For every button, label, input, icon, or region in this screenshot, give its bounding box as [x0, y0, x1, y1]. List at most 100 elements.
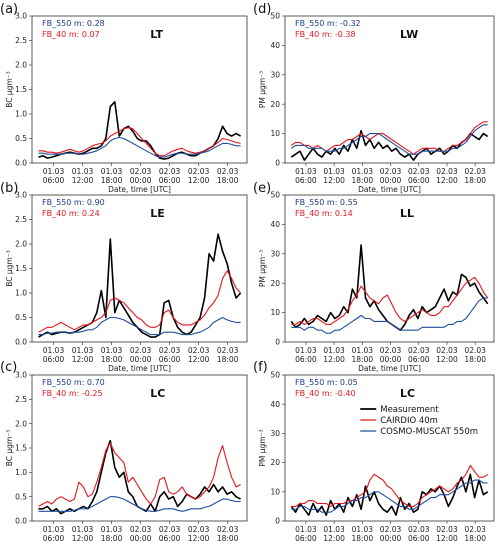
series-line-cairdio-40m — [291, 276, 489, 325]
x-tick-label-date: 02.03 — [380, 346, 402, 355]
panel-label: (f) — [253, 360, 268, 375]
panel-label: (b) — [0, 181, 18, 196]
x-tick-label-date: 01.03 — [43, 346, 65, 355]
y-tick-label: 1.0 — [15, 289, 27, 298]
series-line-cairdio-40m — [38, 127, 241, 157]
x-tick-label-date: 01.03 — [101, 525, 123, 534]
x-tick-label-date: 02.03 — [380, 525, 402, 534]
x-tick-label-time: 00:00 — [380, 534, 402, 541]
x-tick-label-date: 02.03 — [217, 167, 239, 176]
x-tick-label-date: 02.03 — [408, 525, 430, 534]
y-tick-label: 30 — [270, 429, 280, 438]
panel-d: (d)0102030405001.0306:0001.0312:0001.031… — [253, 2, 495, 194]
x-tick-label-time: 18:00 — [464, 534, 486, 541]
fb40-annotation: FB_40 m: -0.40 — [295, 389, 356, 398]
x-tick-label-time: 06:00 — [159, 534, 181, 541]
fb550-annotation: FB_550 m: 0.55 — [295, 198, 358, 207]
y-tick-label: 40 — [270, 41, 280, 50]
y-axis-label: PM μgm⁻³ — [258, 429, 267, 466]
series-line-cosmo-muscat-550m — [291, 297, 488, 334]
y-tick-label: 2.0 — [15, 61, 27, 70]
x-tick-label-time: 00:00 — [130, 534, 152, 541]
x-tick-label-date: 02.03 — [188, 525, 210, 534]
x-tick-label-time: 12:00 — [436, 355, 458, 364]
y-tick-label: 30 — [270, 70, 280, 79]
y-tick-label: 20 — [270, 458, 280, 467]
x-tick-label-time: 12:00 — [188, 176, 210, 185]
series-line-cosmo-muscat-550m — [38, 496, 241, 512]
y-tick-label: 1.5 — [15, 264, 27, 273]
x-tick-label-date: 02.03 — [464, 525, 486, 534]
x-tick-label-date: 02.03 — [408, 167, 430, 176]
panel-label: (d) — [253, 2, 271, 17]
series-line-measurement — [290, 129, 489, 161]
series-line-cairdio-40m — [38, 442, 241, 507]
x-tick-label-date: 02.03 — [464, 167, 486, 176]
fb550-annotation: FB_550 m: 0.05 — [295, 378, 358, 387]
x-tick-label-time: 18:00 — [217, 176, 239, 185]
x-tick-label-time: 18:00 — [352, 355, 374, 364]
y-tick-label: 1.0 — [15, 468, 27, 477]
x-tick-label-time: 18:00 — [101, 534, 123, 541]
y-tick-label: 1.5 — [15, 85, 27, 94]
legend-entry: CAIRDIO 40m — [380, 416, 438, 426]
x-tick-label-date: 01.03 — [352, 346, 374, 355]
plot-frame — [284, 194, 495, 343]
x-tick-label-time: 00:00 — [380, 176, 402, 185]
y-tick-label: 50 — [270, 191, 280, 200]
x-tick-label-time: 00:00 — [130, 355, 152, 364]
y-tick-label: 10 — [270, 308, 280, 317]
x-tick-label-time: 18:00 — [217, 355, 239, 364]
y-tick-label: 2.0 — [15, 240, 27, 249]
x-tick-label-time: 18:00 — [464, 176, 486, 185]
x-tick-label-date: 01.03 — [101, 346, 123, 355]
x-axis-label: Date, time [UTC] — [358, 364, 421, 373]
x-tick-label-time: 06:00 — [159, 355, 181, 364]
x-tick-label-date: 02.03 — [464, 346, 486, 355]
y-tick-label: 1.5 — [15, 444, 27, 453]
fb40-annotation: FB_40 m: 0.07 — [42, 30, 100, 39]
site-label: LC — [150, 387, 165, 400]
x-tick-label-date: 01.03 — [352, 525, 374, 534]
x-tick-label-date: 01.03 — [323, 167, 345, 176]
x-tick-label-time: 06:00 — [43, 534, 65, 541]
x-tick-label-date: 01.03 — [323, 525, 345, 534]
x-tick-label-date: 01.03 — [352, 167, 374, 176]
legend-entry: COSMO-MUSCAT 550m — [380, 427, 478, 437]
x-tick-label-time: 12:00 — [323, 355, 345, 364]
x-tick-label-time: 12:00 — [188, 355, 210, 364]
x-tick-label-time: 00:00 — [380, 355, 402, 364]
x-tick-label-date: 02.03 — [188, 167, 210, 176]
fb40-annotation: FB_40 m: -0.25 — [42, 389, 103, 398]
y-axis-label: BC μgm⁻³ — [5, 71, 14, 107]
panel-b: (b)0.00.51.01.52.02.53.001.0306:0001.031… — [0, 181, 248, 373]
panel-label: (c) — [0, 360, 17, 375]
x-tick-label-time: 18:00 — [352, 176, 374, 185]
panel-c: (c)0.00.51.01.52.02.53.001.0306:0001.031… — [0, 360, 248, 541]
series-line-cairdio-40m — [291, 464, 489, 507]
x-tick-label-date: 01.03 — [43, 167, 65, 176]
x-tick-label-time: 12:00 — [188, 534, 210, 541]
x-tick-label-date: 02.03 — [188, 346, 210, 355]
panel-label: (e) — [253, 181, 271, 196]
x-tick-label-time: 12:00 — [323, 176, 345, 185]
x-tick-label-date: 01.03 — [101, 167, 123, 176]
x-tick-label-date: 02.03 — [159, 346, 181, 355]
x-tick-label-time: 18:00 — [101, 355, 123, 364]
x-tick-label-date: 02.03 — [159, 167, 181, 176]
y-tick-label: 10 — [270, 129, 280, 138]
plot-frame — [31, 15, 248, 164]
series-line-cosmo-muscat-550m — [290, 124, 488, 155]
y-tick-label: 10 — [270, 487, 280, 496]
y-tick-label: 1.0 — [15, 110, 27, 119]
x-tick-label-time: 12:00 — [72, 176, 94, 185]
y-tick-label: 40 — [270, 400, 280, 409]
plot-frame — [31, 374, 248, 522]
x-tick-label-time: 06:00 — [295, 534, 317, 541]
series-line-measurement — [38, 233, 242, 338]
panel-a: (a)0.00.51.01.52.02.53.001.0306:0001.031… — [0, 2, 248, 194]
y-tick-label: 2.0 — [15, 419, 27, 428]
series-line-cosmo-muscat-550m — [291, 479, 488, 513]
